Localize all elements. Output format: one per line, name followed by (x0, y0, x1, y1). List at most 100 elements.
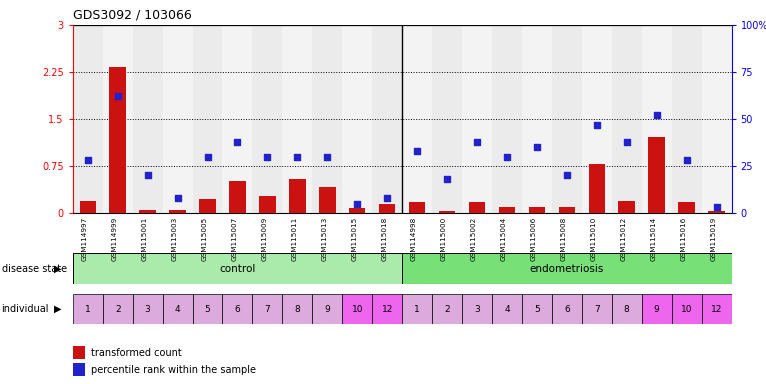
Text: GSM115013: GSM115013 (321, 217, 327, 261)
Bar (103, 294, 133, 324)
Text: GSM115000: GSM115000 (441, 217, 447, 261)
Bar (73, 346, 85, 359)
Point (231, 139, 244, 145)
Text: GSM114999: GSM114999 (112, 217, 118, 261)
Point (710, 204, 722, 210)
Text: disease state: disease state (2, 264, 67, 274)
Bar (73, 25, 103, 213)
Text: 8: 8 (624, 305, 630, 314)
Bar (409, 202, 425, 213)
Point (291, 154, 303, 160)
Text: 7: 7 (264, 305, 270, 314)
Text: GDS3092 / 103066: GDS3092 / 103066 (73, 8, 192, 21)
Bar (612, 25, 642, 213)
Text: GSM115018: GSM115018 (381, 217, 387, 261)
Text: GSM115005: GSM115005 (201, 217, 208, 261)
Text: 3: 3 (145, 305, 150, 314)
Text: individual: individual (2, 304, 49, 314)
Bar (679, 202, 695, 213)
Text: GSM115014: GSM115014 (650, 217, 656, 261)
Point (112, 93, 124, 99)
Point (531, 144, 543, 151)
Bar (709, 210, 725, 213)
Bar (192, 294, 222, 324)
Text: 4: 4 (175, 305, 180, 314)
Bar (162, 294, 192, 324)
Bar (492, 25, 522, 213)
Bar (462, 25, 492, 213)
Bar (402, 25, 432, 213)
Text: GSM115012: GSM115012 (620, 217, 627, 261)
Point (351, 200, 363, 207)
Bar (313, 25, 342, 213)
Bar (618, 200, 635, 213)
Text: control: control (219, 264, 256, 274)
Bar (73, 253, 402, 284)
Text: 6: 6 (234, 305, 241, 314)
Text: GSM114997: GSM114997 (82, 217, 88, 261)
Bar (522, 25, 552, 213)
Bar (80, 200, 96, 213)
Text: GSM115001: GSM115001 (142, 217, 148, 261)
Bar (110, 67, 126, 213)
Bar (199, 199, 216, 213)
Text: 1: 1 (85, 305, 90, 314)
Bar (313, 294, 342, 324)
Bar (552, 294, 582, 324)
Bar (492, 294, 522, 324)
Text: endometriosis: endometriosis (529, 264, 604, 274)
Point (561, 172, 573, 179)
Bar (588, 164, 605, 213)
Text: percentile rank within the sample: percentile rank within the sample (91, 365, 256, 375)
Bar (319, 187, 336, 213)
Point (441, 176, 453, 182)
Text: ▶: ▶ (54, 304, 61, 314)
Bar (522, 294, 552, 324)
Bar (612, 294, 642, 324)
Bar (432, 294, 462, 324)
Bar (432, 25, 462, 213)
Bar (73, 294, 103, 324)
Text: GSM115011: GSM115011 (291, 217, 297, 261)
Bar (133, 25, 162, 213)
Text: transformed count: transformed count (91, 348, 182, 358)
Bar (402, 253, 732, 284)
Bar (529, 207, 545, 213)
Bar (229, 180, 246, 213)
Bar (462, 294, 492, 324)
Text: 2: 2 (115, 305, 120, 314)
Text: GSM115004: GSM115004 (501, 217, 507, 261)
Point (411, 148, 424, 154)
Text: GSM114998: GSM114998 (411, 217, 417, 261)
Bar (222, 294, 253, 324)
Text: GSM115010: GSM115010 (591, 217, 597, 261)
Text: 12: 12 (381, 305, 393, 314)
Point (650, 112, 663, 118)
Bar (402, 294, 432, 324)
Text: 5: 5 (534, 305, 540, 314)
Bar (162, 25, 192, 213)
Point (82, 157, 94, 164)
Text: 12: 12 (711, 305, 722, 314)
Point (381, 195, 393, 201)
Bar (439, 210, 455, 213)
Point (172, 195, 184, 201)
Text: 4: 4 (504, 305, 509, 314)
Text: 1: 1 (414, 305, 420, 314)
Point (142, 172, 154, 179)
Bar (372, 294, 402, 324)
Text: GSM115019: GSM115019 (711, 217, 716, 261)
Bar (672, 25, 702, 213)
Bar (139, 210, 155, 213)
Bar (642, 25, 672, 213)
Point (501, 154, 513, 160)
Text: GSM115008: GSM115008 (561, 217, 567, 261)
Bar (133, 294, 162, 324)
Bar (192, 25, 222, 213)
Text: 2: 2 (444, 305, 450, 314)
Bar (702, 25, 732, 213)
Text: 10: 10 (352, 305, 363, 314)
Bar (253, 25, 283, 213)
Bar (372, 25, 402, 213)
Text: GSM115009: GSM115009 (261, 217, 267, 261)
